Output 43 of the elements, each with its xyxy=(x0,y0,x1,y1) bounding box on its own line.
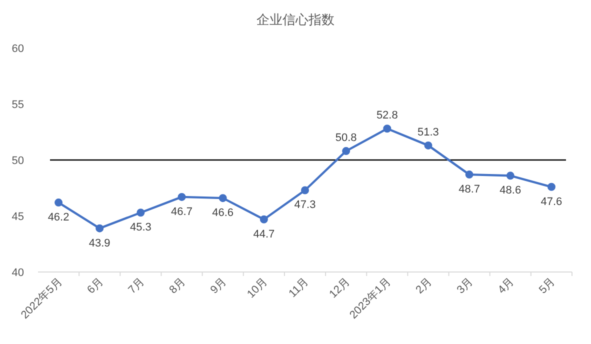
point xyxy=(465,170,474,179)
data-label: 46.7 xyxy=(171,206,192,218)
y-tick-label: 55 xyxy=(12,99,24,111)
x-tick-label: 10月 xyxy=(245,276,270,301)
data-label: 43.9 xyxy=(88,237,110,250)
point xyxy=(178,192,186,201)
x-tick-label: 7月 xyxy=(126,276,147,296)
data-label: 47.3 xyxy=(294,199,316,212)
data-label: 46.2 xyxy=(48,212,70,224)
x-tick-label: 4月 xyxy=(496,276,517,296)
chart-title: 企业信心指数 xyxy=(256,12,334,27)
x-tick-label: 5月 xyxy=(536,276,558,296)
point xyxy=(424,141,432,150)
data-label: 52.8 xyxy=(376,110,398,122)
x-tick-label: 2月 xyxy=(414,276,434,296)
y-tick-label: 40 xyxy=(12,267,24,279)
x-tick-label: 11月 xyxy=(286,276,312,300)
point xyxy=(342,147,350,156)
data-label: 47.6 xyxy=(540,196,562,208)
x-tick-label: 3月 xyxy=(454,276,476,296)
data-label: 45.3 xyxy=(130,222,152,234)
data-label: 48.7 xyxy=(458,184,480,196)
data-label: 48.6 xyxy=(500,184,522,197)
point xyxy=(96,224,104,232)
x-tick-label: 6月 xyxy=(85,276,106,296)
data-label: 50.8 xyxy=(335,132,357,144)
point xyxy=(260,215,268,224)
point xyxy=(218,194,227,202)
x-tick-label: 9月 xyxy=(208,276,229,296)
data-label: 51.3 xyxy=(418,126,439,138)
data-label: 46.6 xyxy=(212,207,234,220)
point xyxy=(301,186,309,194)
data-label: 44.7 xyxy=(253,228,275,240)
x-tick-label: 8月 xyxy=(167,276,188,296)
y-tick-label: 45 xyxy=(12,211,24,223)
point xyxy=(506,172,514,180)
point xyxy=(547,182,556,191)
point xyxy=(54,198,63,207)
point xyxy=(383,124,392,133)
y-tick-label: 50 xyxy=(12,155,24,167)
y-tick-label: 60 xyxy=(12,43,24,55)
point xyxy=(136,208,145,217)
x-tick-label: 12月 xyxy=(327,276,352,301)
